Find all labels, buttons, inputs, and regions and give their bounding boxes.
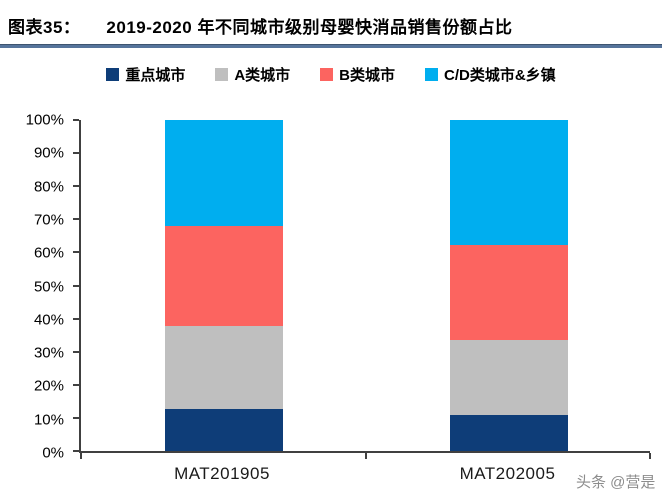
stacked-bar-MAT202005 [450,120,569,451]
x-tick-mark [364,453,367,459]
y-tick-label: 20% [33,377,64,395]
x-tick-mark [649,453,651,459]
legend-item-2: B类城市 [320,64,395,85]
y-tick-label: 70% [33,211,64,229]
y-tick-mark [73,119,79,121]
legend-item-3: C/D类城市&乡镇 [425,64,556,85]
figure-caption: 2019-2020 年不同城市级别母婴快消品销售份额占比 [106,18,513,37]
legend-swatch-icon [106,68,120,81]
bar-segment-重点城市 [164,409,283,451]
y-tick-mark [73,185,79,188]
legend-swatch-icon [320,68,334,81]
bar-segment-A类城市 [450,340,569,415]
legend-label: C/D类城市&乡镇 [444,67,556,84]
y-tick-label: 30% [33,344,64,362]
legend-swatch-icon [215,68,229,81]
x-axis-label-MAT202005: MAT202005 [459,464,556,483]
bar-segment-A类城市 [164,326,283,410]
y-tick-mark [73,284,79,287]
stacked-bar-MAT201905 [164,120,283,451]
y-tick-mark [73,251,79,254]
y-tick-label: 60% [33,244,64,262]
legend-label: A类城市 [234,67,291,84]
y-tick-mark [73,416,79,419]
x-tick-mark [80,453,82,459]
title-divider [0,44,662,48]
figure-title: 图表35： 2019-2020 年不同城市级别母婴快消品销售份额占比 [8,13,512,38]
y-tick-label: 80% [33,178,64,196]
y-tick-label: 100% [25,111,64,129]
bar-segment-重点城市 [450,414,569,451]
x-axis-label-MAT201905: MAT201905 [174,464,270,483]
bar-segment-C/D类城市&乡镇 [450,120,569,246]
y-tick-mark [73,383,79,386]
legend-item-1: A类城市 [215,64,290,85]
plot-area [73,119,651,459]
chart-legend: 重点城市 A类城市 B类城市 C/D类城市&乡镇 [0,64,662,85]
y-tick-mark [73,152,79,155]
legend-item-0: 重点城市 [106,64,185,85]
bar-segment-B类城市 [450,245,569,341]
y-tick-mark [73,218,79,221]
legend-swatch-icon [425,68,439,81]
y-tick-mark [73,317,79,320]
y-tick-label: 50% [33,278,64,295]
y-tick-label: 90% [33,144,64,162]
bar-segment-B类城市 [164,225,283,327]
y-tick-label: 0% [42,444,64,462]
legend-label: B类城市 [339,67,396,84]
legend-label: 重点城市 [125,67,186,84]
watermark: 头条 @营是 [576,474,656,491]
y-tick-label: 10% [33,411,64,429]
y-tick-mark [73,350,79,353]
bar-segment-C/D类城市&乡镇 [164,120,283,226]
y-tick-label: 40% [33,311,64,329]
y-tick-mark [73,450,79,452]
figure-number: 图表35： [8,18,81,37]
